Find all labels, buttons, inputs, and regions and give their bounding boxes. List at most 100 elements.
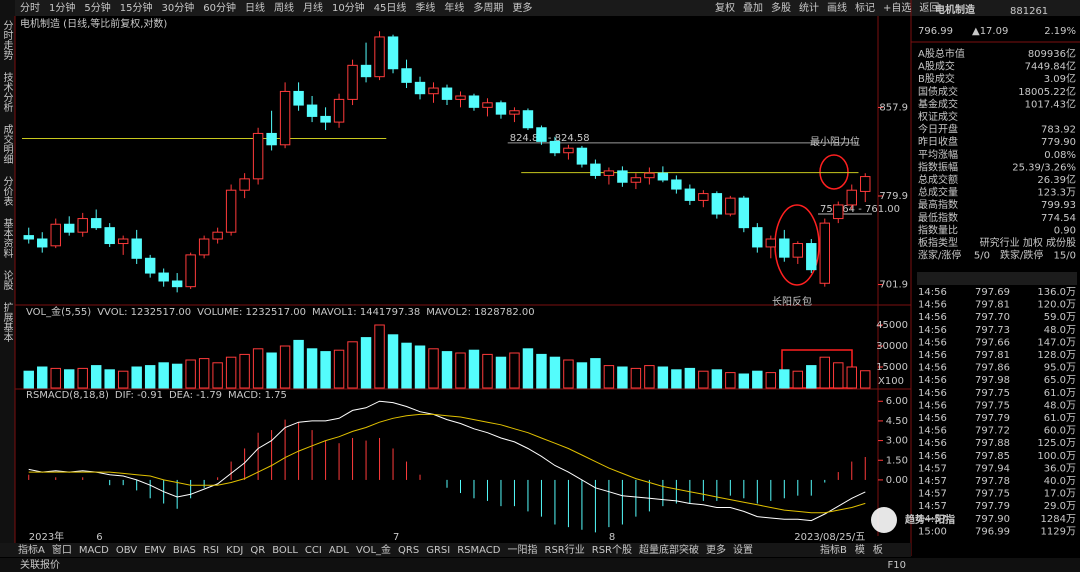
indicator-tab[interactable]: RSR个股 (592, 544, 632, 556)
volume-bar (860, 370, 871, 389)
volume-bar (37, 366, 48, 389)
period-tab[interactable]: 周线 (274, 1, 294, 14)
indicator-tab[interactable]: RSMACD (457, 545, 501, 556)
indicator-tab[interactable]: RSR行业 (545, 543, 585, 556)
volume-bar (225, 356, 237, 389)
sidebar-tab[interactable]: 扩展基本 (1, 301, 13, 343)
indicator-tab[interactable]: OBV (116, 545, 137, 556)
tool-tab[interactable]: 复权 (715, 1, 735, 14)
volume-bar (779, 369, 790, 389)
candle-body (833, 204, 844, 220)
row-label: A股成交 (918, 60, 955, 73)
indicator-tab[interactable]: KDJ (226, 545, 243, 556)
toolbar-bg (0, 0, 1080, 16)
candle-body (590, 163, 601, 176)
tick-time: 14:56 (918, 400, 947, 411)
x-tick-label: 6 (96, 532, 102, 543)
indicator-tab[interactable]: MACD (79, 545, 109, 556)
candle-body (252, 132, 264, 180)
period-tab[interactable]: 30分钟 (161, 1, 194, 14)
row-value: 783.92 (1041, 125, 1076, 136)
candle-body (482, 102, 493, 108)
candle-body (117, 238, 129, 245)
period-tab[interactable]: 15分钟 (120, 1, 153, 14)
candle-body (738, 197, 750, 229)
indicator-tab[interactable]: 一阳指 (508, 543, 538, 556)
period-tab[interactable]: 多周期 (473, 1, 503, 14)
row-value: 809936亿 (1028, 47, 1076, 60)
sidebar-tab[interactable]: 成交明细 (1, 124, 13, 164)
period-tab[interactable]: 更多 (512, 1, 532, 14)
y-tick-label: 701.9 (879, 280, 908, 291)
row-label: 指数量比 (918, 223, 958, 236)
period-tab[interactable]: 分时 (20, 2, 40, 14)
indicator-tab[interactable]: 设置 (733, 544, 753, 556)
indicator-tab[interactable]: CCI (305, 545, 322, 556)
x-tick-label: 7 (393, 532, 399, 543)
indicator-tab[interactable]: 更多 (706, 543, 726, 556)
period-tab[interactable]: 60分钟 (203, 1, 236, 14)
period-tab[interactable]: 季线 (415, 1, 435, 14)
period-tab[interactable]: 日线 (245, 1, 265, 14)
indicator-tab[interactable]: RSI (203, 545, 219, 556)
row-label: B股成交 (918, 72, 955, 85)
sidebar-tab[interactable]: 基本资料 (1, 217, 13, 259)
volume-bar (617, 366, 628, 389)
tool-tab[interactable]: 返回 (919, 2, 939, 14)
tick-volume: 147.0万 (1037, 337, 1076, 348)
indicator-tab[interactable]: GRSI (426, 545, 450, 556)
indicator-tab[interactable]: ADL (329, 545, 350, 556)
tick-time: 14:56 (918, 325, 947, 336)
sidebar-tab[interactable]: 分时走势 (1, 20, 13, 61)
period-tab[interactable]: 10分钟 (332, 1, 365, 14)
volume-bar (765, 372, 777, 389)
indicator-tab[interactable]: QR (250, 545, 265, 556)
indicator-tab[interactable]: QRS (398, 545, 419, 556)
candle-body (860, 176, 871, 192)
tool-tab[interactable]: 画线 (827, 1, 847, 14)
indicator-tab[interactable]: BIAS (173, 545, 196, 556)
tick-volume: 128.0万 (1037, 350, 1076, 361)
tool-tab[interactable]: 标记 (855, 2, 875, 14)
tool-tab[interactable]: 多股 (771, 1, 791, 14)
period-tab[interactable]: 1分钟 (49, 1, 75, 14)
candle-body (684, 188, 696, 201)
quote-price: 796.99 (918, 26, 953, 37)
y-tick-label: 30000 (876, 341, 908, 352)
tick-volume: 48.0万 (1044, 400, 1076, 411)
period-tab[interactable]: 45日线 (374, 1, 407, 14)
indicator-tab[interactable]: 超量底部突破 (639, 543, 699, 556)
candle-body (212, 231, 223, 240)
sidebar-tab[interactable]: 论股 (1, 269, 13, 291)
sidebar-bg (0, 0, 15, 556)
indicator-tab[interactable]: 模 (855, 544, 865, 556)
volume-bar (468, 349, 480, 389)
tool-tab[interactable]: 叠加 (743, 2, 763, 14)
row-label: 昨日收盘 (918, 135, 958, 148)
indicator-tab[interactable]: BOLL (272, 545, 298, 556)
indicator-tab[interactable]: EMV (144, 545, 166, 556)
candle-body (306, 104, 318, 117)
period-tab[interactable]: 5分钟 (84, 1, 110, 14)
indicator-tab[interactable]: 指标B (820, 543, 847, 556)
indicator-tab[interactable]: 指标A (18, 543, 45, 556)
tool-tab[interactable]: +自选 (883, 1, 911, 14)
volume-bar (738, 373, 750, 389)
period-tab[interactable]: 年线 (444, 1, 464, 14)
tick-time: 14:56 (918, 426, 947, 437)
y-tick-label: 857.9 (879, 102, 908, 113)
sidebar-tab[interactable]: 技术分析 (1, 71, 13, 113)
legend-text: DIF: -0.91 (115, 390, 163, 401)
chart-title: 电机制造 (日线,等比前复权,对数) (20, 17, 167, 30)
tick-volume: 61.0万 (1044, 388, 1076, 399)
indicator-tab[interactable]: 板 (873, 543, 883, 556)
period-tab[interactable]: 月线 (303, 1, 323, 14)
tick-volume: 120.0万 (1037, 300, 1076, 311)
tool-tab[interactable]: 统计 (799, 1, 819, 14)
tick-time: 14:56 (918, 438, 947, 449)
sidebar-tab[interactable]: 分价表 (1, 176, 13, 207)
indicator-tab[interactable]: VOL_金 (356, 543, 391, 556)
tick-volume: 100.0万 (1037, 451, 1076, 462)
volume-bar (441, 351, 453, 389)
indicator-tab[interactable]: 窗口 (52, 543, 72, 556)
